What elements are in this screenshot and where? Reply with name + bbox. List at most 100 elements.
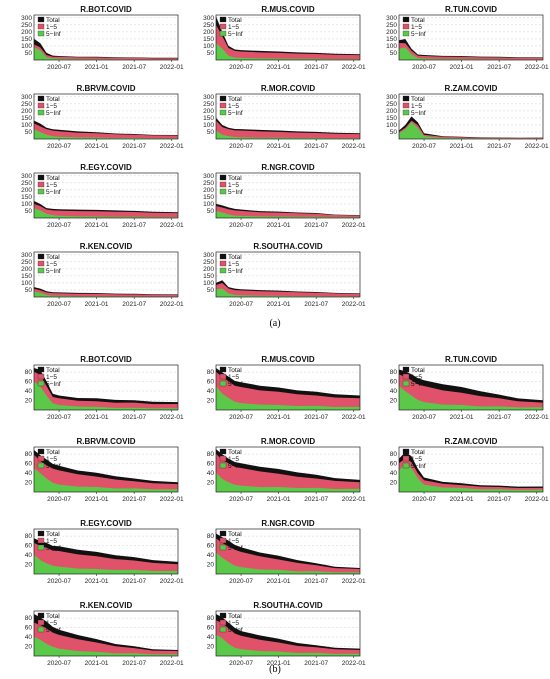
x-tick-label: 2021-07 (487, 143, 511, 150)
legend-swatch (37, 253, 45, 260)
area-r5_inf (216, 130, 360, 139)
legend-swatch (219, 174, 227, 181)
area-r1_5 (34, 288, 178, 297)
area-r1_5 (216, 120, 360, 139)
area-r5_inf (216, 634, 360, 656)
y-tick-label: 20 (207, 562, 215, 569)
y-tick-label: 200 (21, 187, 32, 194)
x-tick-label: 2021-01 (267, 578, 291, 585)
x-tick-label: 2021-07 (122, 496, 146, 503)
legend-label: 5−Inf (411, 463, 426, 470)
legend-swatch (402, 109, 410, 116)
x-tick-label: 2020-07 (229, 301, 253, 308)
x-tick-label: 2021-07 (122, 64, 146, 71)
area-r5_inf (216, 386, 360, 410)
x-tick-label: 2021-07 (122, 578, 146, 585)
panel-b-r-ken-covid: R.KEN.COVID 20 40 60 80 2020-07 2021-01 2021-07… (25, 601, 184, 667)
y-tick-label: 150 (386, 115, 397, 122)
plot-frame (398, 93, 544, 140)
y-tick-label: 60 (207, 625, 215, 632)
x-tick-label: 2020-07 (412, 414, 436, 421)
legend-label: 1−5 (46, 182, 57, 189)
legend-label: 5−Inf (46, 627, 61, 634)
x-tick-label: 2021-01 (85, 496, 109, 503)
y-tick-label: 100 (203, 43, 214, 50)
area-r5_inf (34, 554, 178, 574)
x-tick-label: 2020-07 (229, 414, 253, 421)
legend-label: 1−5 (46, 261, 57, 268)
caption-a: (a) (269, 318, 280, 329)
legend-swatch (37, 181, 45, 188)
y-tick-label: 80 (207, 369, 215, 376)
legend-label: 5−Inf (46, 189, 61, 196)
y-tick-label: 300 (203, 15, 214, 22)
y-tick-label: 100 (386, 43, 397, 50)
legend-label: 1−5 (46, 620, 57, 627)
legend-swatch (402, 366, 410, 373)
x-tick-label: 2022-01 (342, 143, 366, 150)
legend-swatch (219, 102, 227, 109)
legend-label: Total (228, 175, 242, 182)
x-tick-label: 2020-07 (47, 496, 71, 503)
legend-swatch (219, 267, 227, 274)
area-r5_inf (216, 472, 360, 492)
y-tick-label: 50 (207, 287, 215, 294)
area-r1_5 (216, 620, 360, 656)
y-tick-label: 60 (25, 625, 33, 632)
legend-label: Total (228, 17, 242, 24)
legend-swatch (219, 23, 227, 30)
area-r1_5 (216, 206, 360, 218)
panel-title: R.SOUTHA.COVID (253, 242, 323, 251)
legend-label: 1−5 (46, 103, 57, 110)
legend-label: 1−5 (46, 456, 57, 463)
plot-frame (215, 364, 361, 411)
legend-label: Total (411, 449, 425, 456)
legend-swatch (37, 23, 45, 30)
legend-swatch (219, 181, 227, 188)
y-tick-label: 250 (203, 259, 214, 266)
panel-b-r-mor-covid: R.MOR.COVID 20 40 60 80 2020-07 2021-01 2021-07… (207, 437, 366, 503)
legend-label: Total (46, 96, 60, 103)
x-tick-label: 2021-07 (304, 414, 328, 421)
legend-label: Total (46, 367, 60, 374)
y-tick-label: 50 (25, 50, 33, 57)
x-tick-label: 2020-07 (412, 64, 436, 71)
legend-label: 5−Inf (228, 463, 243, 470)
legend-swatch (219, 537, 227, 544)
y-tick-label: 100 (21, 201, 32, 208)
y-tick-label: 250 (21, 180, 32, 187)
x-tick-label: 2021-01 (267, 222, 291, 229)
area-r5_inf (34, 208, 178, 218)
x-tick-label: 2021-07 (122, 301, 146, 308)
legend-swatch (402, 455, 410, 462)
x-tick-label: 2022-01 (342, 222, 366, 229)
legend-swatch (219, 619, 227, 626)
y-tick-label: 60 (390, 379, 398, 386)
x-tick-label: 2021-01 (267, 660, 291, 667)
area-r1_5 (399, 458, 543, 492)
y-tick-label: 50 (207, 50, 215, 57)
panel-b-r-zam-covid: R.ZAM.COVID 20 40 60 80 2020-07 2021-01 2021-07… (390, 437, 549, 503)
area-r5_inf (399, 47, 543, 60)
y-tick-label: 40 (25, 388, 33, 395)
x-tick-label: 2021-07 (304, 143, 328, 150)
x-tick-label: 2021-07 (304, 301, 328, 308)
legend-swatch (37, 95, 45, 102)
area-r5_inf (399, 463, 543, 492)
legend-swatch (37, 380, 45, 387)
legend-label: 1−5 (411, 24, 422, 31)
x-tick-label: 2021-01 (267, 414, 291, 421)
legend-label: 1−5 (228, 374, 239, 381)
legend-label: Total (46, 175, 60, 182)
legend-swatch (219, 95, 227, 102)
y-tick-label: 100 (203, 280, 214, 287)
x-tick-label: 2020-07 (229, 222, 253, 229)
legend-swatch (402, 373, 410, 380)
x-tick-label: 2021-01 (450, 143, 474, 150)
